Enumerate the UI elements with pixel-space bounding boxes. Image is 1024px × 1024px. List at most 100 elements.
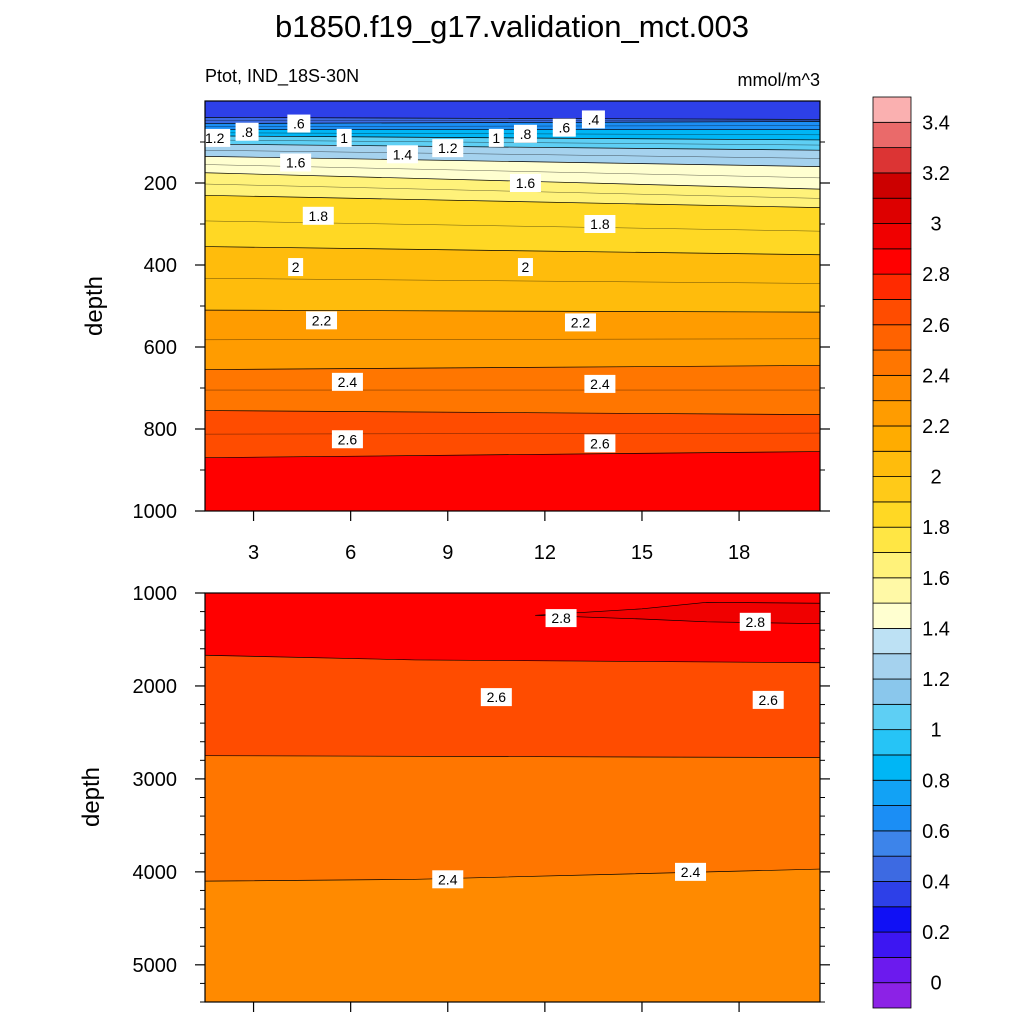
colorbar-swatch [872,881,912,908]
y-tick-label: 3000 [133,769,178,791]
contour-label-bg [235,122,259,141]
contour-label: 2.4 [338,374,358,390]
contour-label: .8 [520,126,532,142]
bottom-panel-filled-contours [205,593,820,1002]
contour-label-bg [306,311,338,330]
minor-contour-line [205,132,820,136]
colorbar-swatch [872,324,912,351]
contour-label: 2.6 [758,692,778,708]
contour-label-bg [280,153,312,172]
contour-label-bg [488,128,504,147]
top-panel-axes: 200 400 600 800 1000 3 6 9 12 15 18 [133,141,830,564]
contour-line [205,755,820,758]
colorbar-tick-label: 1.6 [922,568,950,590]
colorbar-swatch [872,248,912,275]
colorbar-tick-label: 1.4 [922,618,950,640]
contour-label-bg [752,690,784,709]
minor-contour-line [205,432,820,435]
colorbar-tick-label: 1.8 [922,517,950,539]
contour-band [205,593,820,663]
contour-label: 2.4 [590,376,610,392]
contour-label: 1.2 [205,130,225,146]
colorbar-swatch [872,552,912,579]
colorbar-swatch [872,982,912,1009]
contour-label-bg [739,612,771,631]
colorbar-swatch [872,526,912,553]
colorbar-swatch [872,906,912,933]
contour-label-bg [584,434,616,453]
colorbar-swatch [872,931,912,958]
x-tick-label: 18 [728,542,750,564]
contour-label-bg [288,258,304,277]
y-tick-label: 5000 [133,955,178,977]
contour-label-bg [287,114,311,133]
contour-band [205,101,820,120]
contour-label: 2.4 [438,871,458,887]
contour-label: 1 [340,130,348,146]
contour-label: 1 [492,130,500,146]
colorbar-tick-label: 0.2 [922,922,950,944]
colorbar-swatch [872,703,912,731]
contour-label: .8 [241,124,253,140]
contour-band [205,755,820,882]
y-tick-label: 1000 [133,583,178,605]
contour-label: .6 [558,120,570,136]
colorbar-swatch [872,805,912,832]
top-panel-ylabel: depth [81,276,108,336]
colorbar-tick-label: 0 [930,973,941,995]
colorbar-swatch [872,273,912,300]
colorbar-swatch [872,729,912,756]
contour-label-bg [331,430,363,449]
colorbar-swatch [872,830,912,857]
contour-label: .6 [293,116,305,132]
contour-line [205,194,820,208]
bottom-panel-contour-labels: 2.8 2.8 2.6 2.6 2.4 2.4 [432,609,784,889]
contour-label-bg [581,110,605,129]
colorbar-swatch [872,577,912,604]
colorbar-swatch [872,349,912,376]
colorbar-swatch [872,450,912,477]
contour-label-bg [302,206,334,225]
colorbar-tick-label: 2.4 [922,365,950,387]
contour-band [205,144,820,167]
colorbar-swatch [872,96,912,123]
colorbar-tick-label: 2 [930,467,941,489]
contour-line [205,143,820,151]
minor-contour-line [205,338,820,341]
contour-label-bg [513,124,537,143]
bottom-panel-ylabel: depth [78,767,105,827]
contour-label: 2 [292,259,300,275]
contour-label-bg [336,128,352,147]
contour-label-bg [432,139,464,158]
colorbar-tick-label: 1 [930,720,941,742]
contour-label-bg [584,374,616,393]
colorbar-tick-label: 0.4 [922,871,950,893]
contour-label: 2.2 [312,312,332,328]
contour-label-bg [480,688,512,707]
colorbar-swatch [872,678,912,705]
contour-label-bg [564,313,596,332]
contour-label: 2.8 [551,610,571,626]
contour-label: 2.6 [590,435,610,451]
contour-label: 2 [522,259,530,275]
minor-contour-line [205,278,820,284]
colorbar-swatch [872,172,912,199]
colorbar-tick-label: 0.6 [922,821,950,843]
colorbar-swatch [872,628,912,655]
contour-line [205,410,820,415]
top-panel-contour-lines [205,117,820,459]
contour-line [205,451,820,459]
colorbar-tick-label: 3.2 [922,163,950,185]
units-label: mmol/m^3 [738,70,820,90]
contour-band [205,451,820,511]
colorbar-swatch [872,855,912,882]
contour-line [205,365,820,370]
colorbar-swatch [872,779,912,806]
colorbar-swatch [872,374,912,402]
contour-label: 1.8 [309,208,329,224]
colorbar-tick-label: 3 [930,214,941,236]
bottom-panel: 2.8 2.82.6 2.62.4 2.4 10002000300040005000 … [78,583,830,1012]
contour-band [205,310,820,370]
contour-label-bg [199,128,231,147]
contour-band [205,246,820,313]
